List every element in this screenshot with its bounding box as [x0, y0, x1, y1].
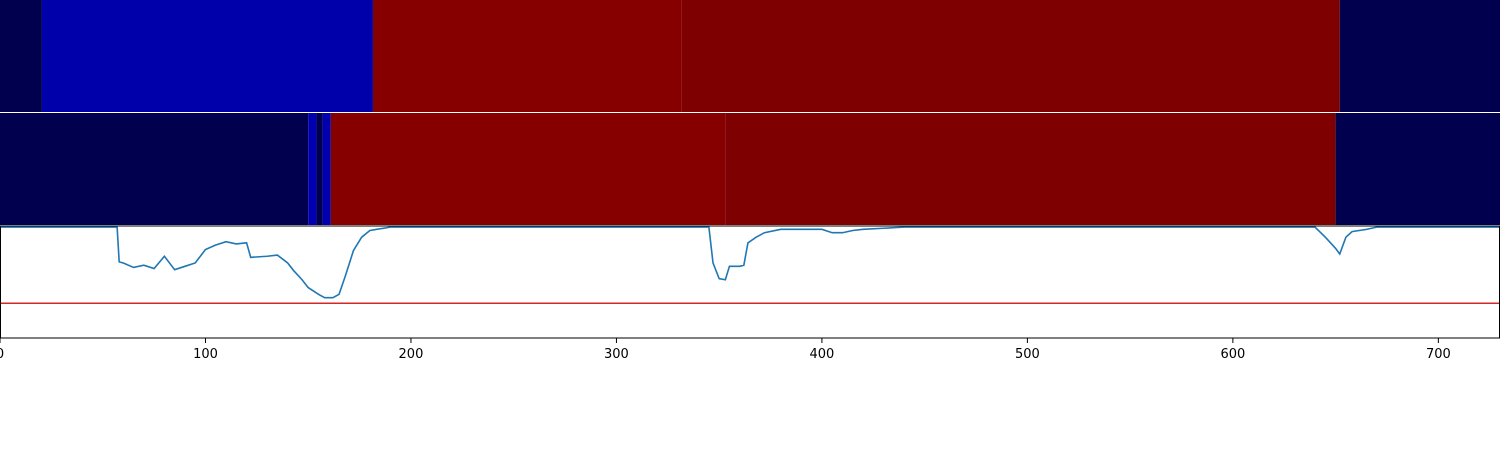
- x-tick-label: 100: [193, 347, 218, 362]
- heatmap-cell: [330, 113, 726, 225]
- heatmap-cell: [725, 113, 1336, 225]
- heatmap-cell: [1335, 113, 1500, 225]
- heatmap-cell: [322, 113, 331, 225]
- heatmap-cell: [1339, 0, 1500, 112]
- heatmap-cell: [372, 0, 682, 112]
- x-tick-label: 700: [1426, 347, 1451, 362]
- x-tick-label: 600: [1220, 347, 1245, 362]
- x-tick-label: 500: [1015, 347, 1040, 362]
- heatmap-cell: [308, 113, 317, 225]
- heatmap-cell: [316, 113, 323, 225]
- x-tick-label: 300: [604, 347, 629, 362]
- plot-frame: [0, 225, 1500, 339]
- heatmap-cell: [681, 0, 1340, 112]
- x-tick-label: 200: [399, 347, 424, 362]
- x-tick-label: 400: [810, 347, 835, 362]
- heatmap-cell: [0, 113, 309, 225]
- heatmap-cell: [41, 0, 373, 112]
- heatmap-cell: [0, 0, 42, 112]
- line: [0, 226, 1500, 299]
- x-tick-label: 0: [0, 347, 4, 362]
